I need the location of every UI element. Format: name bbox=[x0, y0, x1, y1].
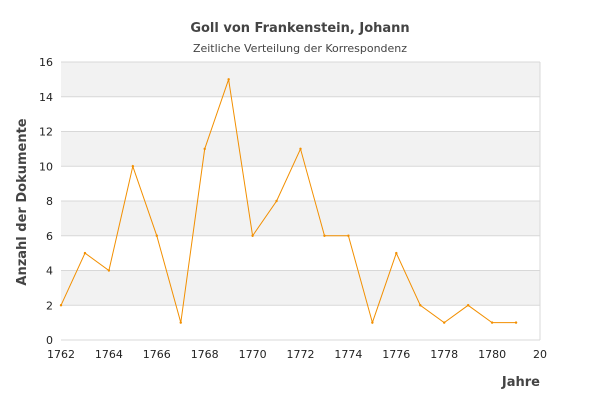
x-tick-label: 1764 bbox=[95, 348, 123, 361]
y-tick-label: 0 bbox=[46, 334, 53, 347]
x-tick-label: 1768 bbox=[191, 348, 219, 361]
x-tick-label: 1762 bbox=[47, 348, 75, 361]
data-point bbox=[514, 321, 518, 324]
x-axis-title: Jahre bbox=[501, 375, 540, 390]
x-tick-label: 1770 bbox=[239, 348, 267, 361]
gridlines bbox=[61, 61, 541, 341]
plot-band bbox=[61, 201, 540, 236]
plot-band bbox=[61, 62, 540, 97]
data-point bbox=[299, 147, 302, 151]
chart-title: Goll von Frankenstein, Johann bbox=[190, 21, 409, 36]
data-point bbox=[490, 321, 494, 324]
data-point bbox=[371, 321, 374, 324]
data-point bbox=[155, 234, 158, 237]
data-point bbox=[203, 147, 206, 151]
plot-band bbox=[61, 96, 540, 132]
data-point bbox=[59, 304, 63, 307]
x-tick-label: 1780 bbox=[478, 348, 506, 361]
data-point bbox=[131, 165, 135, 168]
data-point bbox=[227, 78, 230, 81]
series-line bbox=[60, 79, 516, 325]
plot-band bbox=[61, 235, 540, 271]
data-point bbox=[107, 269, 111, 272]
y-tick-label: 12 bbox=[39, 126, 53, 139]
y-axis-tick-labels: 0 2 4 6 8 10 12 14 16 bbox=[39, 56, 53, 347]
data-point bbox=[419, 304, 422, 307]
x-tick-label: 1766 bbox=[143, 348, 171, 361]
x-axis-tick-labels: 1762 1764 1766 1768 1770 1772 1774 1776 1778 1780… bbox=[47, 348, 547, 361]
chart-subtitle: Zeitliche Verteilung der Korrespondenz bbox=[193, 42, 407, 55]
plot-band bbox=[61, 305, 540, 340]
data-point bbox=[179, 321, 182, 324]
x-tick-label: 1774 bbox=[334, 348, 362, 361]
y-tick-label: 10 bbox=[39, 160, 53, 173]
x-tick-label: 20 bbox=[533, 348, 547, 361]
data-point bbox=[466, 304, 470, 307]
y-tick-label: 2 bbox=[46, 299, 53, 312]
data-point bbox=[275, 199, 278, 203]
y-tick-label: 16 bbox=[39, 56, 53, 69]
x-tick-label: 1778 bbox=[430, 348, 458, 361]
y-axis-title: Anzahl der Dokumente bbox=[15, 118, 30, 285]
data-point bbox=[443, 321, 446, 324]
x-tick-label: 1772 bbox=[287, 348, 315, 361]
plot-background-bands bbox=[61, 62, 540, 340]
data-point bbox=[323, 234, 326, 237]
y-tick-label: 6 bbox=[46, 230, 53, 243]
data-point bbox=[251, 234, 254, 237]
plot-band bbox=[61, 270, 540, 306]
series-group bbox=[59, 78, 518, 325]
x-tick-label: 1776 bbox=[382, 348, 410, 361]
y-tick-label: 14 bbox=[39, 91, 53, 104]
data-point bbox=[347, 234, 350, 237]
y-tick-label: 4 bbox=[46, 265, 53, 278]
data-point bbox=[395, 251, 398, 255]
data-point bbox=[83, 251, 87, 255]
plot-band bbox=[61, 166, 540, 201]
y-tick-label: 8 bbox=[46, 195, 53, 208]
